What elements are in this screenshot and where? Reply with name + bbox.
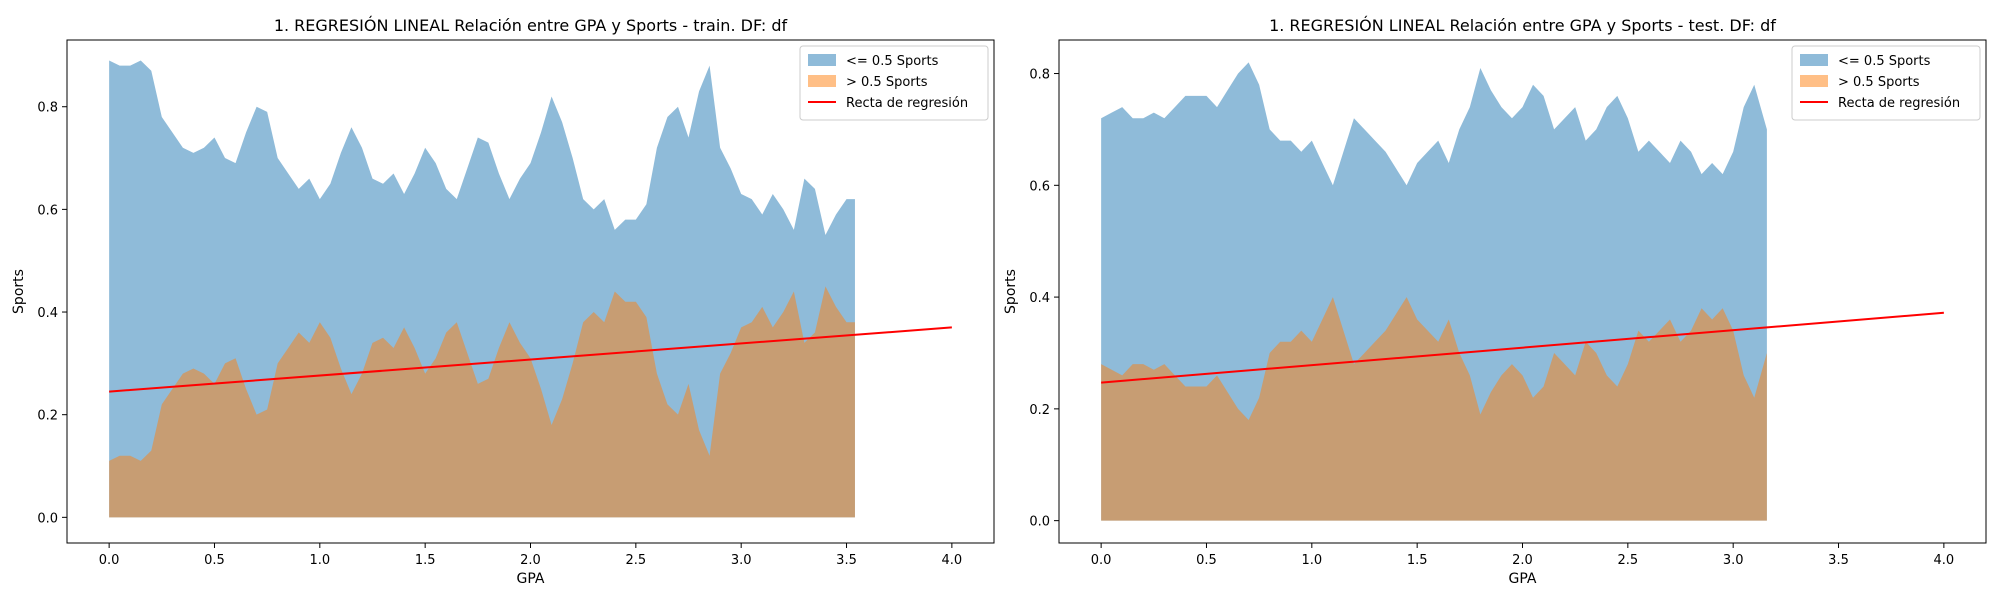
y-tick-label: 0.2 <box>1029 403 1050 418</box>
x-tick-label: 0.0 <box>1091 553 1112 568</box>
legend-label-recta-de-regresi-n: Recta de regresión <box>846 96 968 111</box>
x-tick-label: 2.5 <box>625 553 646 568</box>
train-chart: 1. REGRESIÓN LINEAL Relación entre GPA y… <box>11 16 995 587</box>
legend-swatch <box>808 75 836 87</box>
x-tick-label: 0.5 <box>1196 553 1217 568</box>
legend-box <box>799 45 989 121</box>
x-tick-label: 1.5 <box>1407 553 1428 568</box>
y-tick-label: 0.0 <box>37 511 58 526</box>
area-series-gt-0-5-sports <box>109 286 855 518</box>
y-tick-label: 0.8 <box>1029 68 1050 83</box>
x-tick-label: 3.0 <box>731 553 752 568</box>
x-tick-label: 3.0 <box>1723 553 1744 568</box>
x-tick-label: 3.5 <box>836 553 857 568</box>
legend-label-0-5-sports: <= 0.5 Sports <box>1838 54 1931 69</box>
area-series-gt-0-5-sports <box>1101 297 1767 521</box>
test-chart: 1. REGRESIÓN LINEAL Relación entre GPA y… <box>1003 16 1987 587</box>
y-axis-label: Sports <box>11 269 27 314</box>
x-tick-label: 2.5 <box>1617 553 1638 568</box>
legend-box <box>1791 45 1981 121</box>
legend: <= 0.5 Sports > 0.5 Sports Recta de regres… <box>799 45 989 121</box>
chart-title: 1. REGRESIÓN LINEAL Relación entre GPA y… <box>274 16 788 35</box>
x-tick-label: 1.5 <box>415 553 436 568</box>
chart-title: 1. REGRESIÓN LINEAL Relación entre GPA y… <box>1269 16 1776 35</box>
y-tick-label: 0.8 <box>37 101 58 116</box>
x-tick-label: 2.0 <box>1512 553 1533 568</box>
y-tick-label: 0.4 <box>1029 291 1050 306</box>
y-axis-label: Sports <box>1003 269 1019 314</box>
x-tick-label: 3.5 <box>1828 553 1849 568</box>
legend-label-0-5-sports: > 0.5 Sports <box>1838 75 1920 90</box>
x-axis-label: GPA <box>1509 571 1537 587</box>
regression-line <box>109 326 952 393</box>
legend-swatch <box>1800 54 1828 66</box>
y-tick-label: 0.6 <box>1029 179 1050 194</box>
x-tick-label: 0.5 <box>204 553 225 568</box>
legend-swatch <box>1800 75 1828 87</box>
y-tick-label: 0.6 <box>37 203 58 218</box>
x-tick-label: 0.0 <box>99 553 120 568</box>
x-tick-label: 1.0 <box>309 553 330 568</box>
legend-label-recta-de-regresi-n: Recta de regresión <box>1838 96 1960 111</box>
legend-label-0-5-sports: > 0.5 Sports <box>846 75 928 90</box>
y-tick-label: 0.0 <box>1029 515 1050 530</box>
regression-line <box>1101 311 1944 384</box>
y-tick-label: 0.2 <box>37 409 58 424</box>
x-tick-label: 1.0 <box>1301 553 1322 568</box>
legend-label-0-5-sports: <= 0.5 Sports <box>846 54 939 69</box>
legend: <= 0.5 Sports > 0.5 Sports Recta de regres… <box>1791 45 1981 121</box>
x-axis-label: GPA <box>517 571 545 587</box>
x-tick-label: 2.0 <box>520 553 541 568</box>
y-tick-label: 0.4 <box>37 306 58 321</box>
x-tick-label: 4.0 <box>942 553 963 568</box>
x-tick-label: 4.0 <box>1934 553 1955 568</box>
legend-swatch <box>808 54 836 66</box>
